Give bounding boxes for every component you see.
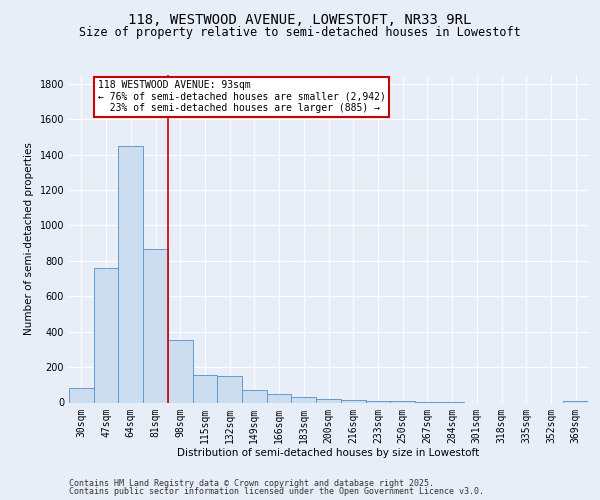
Bar (292, 397, 316, 402)
Bar (242, 390, 267, 402)
Text: Contains HM Land Registry data © Crown copyright and database right 2025.: Contains HM Land Registry data © Crown c… (69, 478, 434, 488)
Bar (365, 400, 390, 402)
Y-axis label: Number of semi-detached properties: Number of semi-detached properties (24, 142, 34, 335)
Bar (267, 394, 292, 402)
Bar (69, 388, 94, 402)
Bar (94, 268, 118, 402)
X-axis label: Distribution of semi-detached houses by size in Lowestoft: Distribution of semi-detached houses by … (178, 448, 479, 458)
Text: Size of property relative to semi-detached houses in Lowestoft: Size of property relative to semi-detach… (79, 26, 521, 39)
Bar (193, 375, 217, 402)
Text: 118, WESTWOOD AVENUE, LOWESTOFT, NR33 9RL: 118, WESTWOOD AVENUE, LOWESTOFT, NR33 9R… (128, 12, 472, 26)
Bar (341, 400, 365, 402)
Text: Contains public sector information licensed under the Open Government Licence v3: Contains public sector information licen… (69, 487, 484, 496)
Bar (143, 250, 168, 402)
Bar (118, 146, 143, 403)
Text: 118 WESTWOOD AVENUE: 93sqm
← 76% of semi-detached houses are smaller (2,942)
  2: 118 WESTWOOD AVENUE: 93sqm ← 76% of semi… (98, 80, 385, 113)
Bar (390, 400, 415, 402)
Bar (563, 400, 588, 402)
Bar (316, 399, 341, 402)
Bar (168, 340, 193, 402)
Bar (217, 376, 242, 402)
